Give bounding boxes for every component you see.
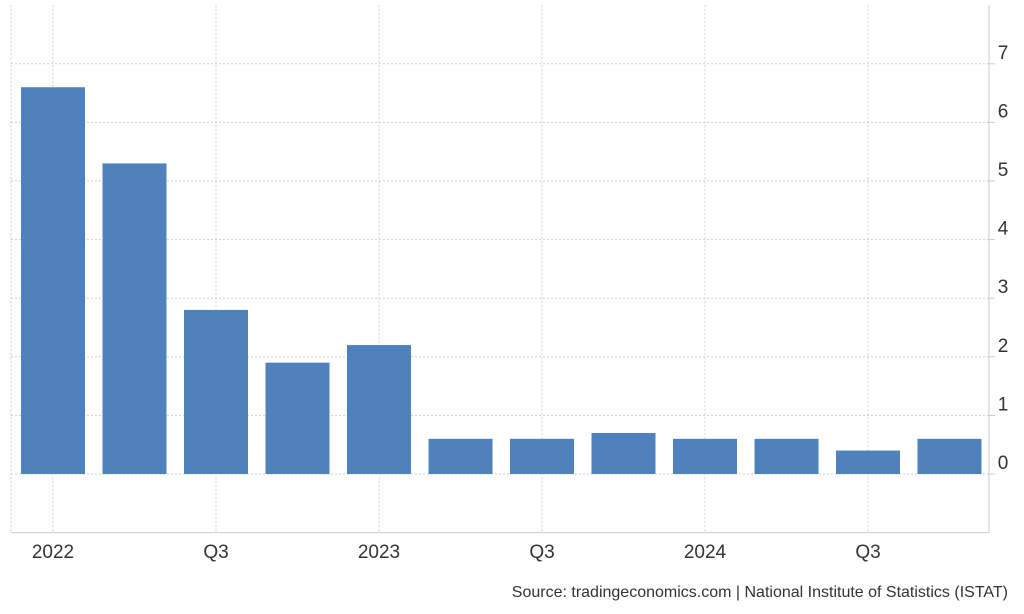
bar-2 xyxy=(102,163,167,475)
bar-3 xyxy=(184,309,248,474)
bar-1 xyxy=(21,87,85,475)
y-axis-tick-labels: 0 1 2 3 4 5 6 7 xyxy=(998,43,1009,474)
bar-9 xyxy=(673,438,737,474)
y-tick-label: 7 xyxy=(998,43,1009,64)
x-tick-label: Q3 xyxy=(203,542,228,563)
x-tick-label: Q3 xyxy=(855,542,880,563)
y-tick-label: 2 xyxy=(998,336,1009,357)
bar-4 xyxy=(265,362,330,474)
y-tick-label: 4 xyxy=(998,219,1009,240)
y-tick-label: 0 xyxy=(998,453,1009,474)
source-label: Source: tradingeconomics.com | National … xyxy=(512,584,1008,601)
y-tick-label: 3 xyxy=(998,277,1009,298)
bar-6 xyxy=(428,438,493,474)
bar-10 xyxy=(754,438,819,474)
bar-7 xyxy=(510,438,574,474)
x-tick-label: 2023 xyxy=(358,542,400,563)
grid-lines xyxy=(10,5,995,534)
y-tick-label: 6 xyxy=(998,101,1009,122)
x-axis-tick-labels: 2022 Q3 2023 Q3 2024 Q3 xyxy=(32,542,881,563)
y-tick-label: 5 xyxy=(998,160,1009,181)
x-tick-label: Q3 xyxy=(529,542,554,563)
x-tick-label: 2024 xyxy=(684,542,727,563)
x-tick-label: 2022 xyxy=(32,542,74,563)
bar-series xyxy=(21,87,982,475)
bar-11 xyxy=(836,450,900,474)
y-tick-label: 1 xyxy=(998,394,1009,415)
bar-5 xyxy=(347,345,411,474)
bar-8 xyxy=(591,432,656,474)
bar-12 xyxy=(917,438,982,474)
